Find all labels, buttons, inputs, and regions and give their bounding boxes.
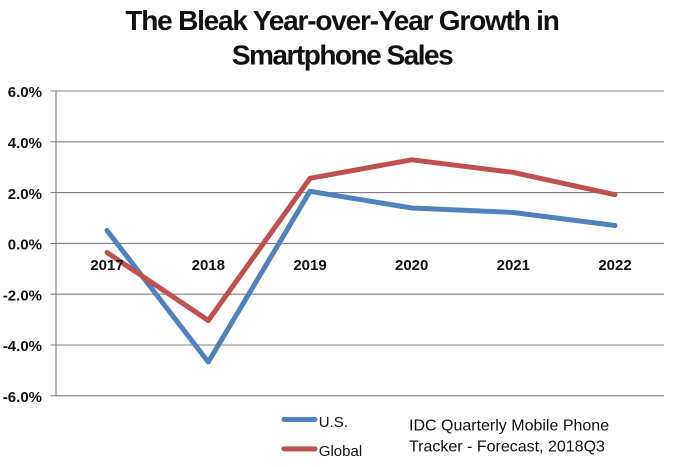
svg-text:-2.0%: -2.0% [3,287,42,304]
svg-text:0.0%: 0.0% [8,237,42,254]
svg-text:2020: 2020 [395,257,428,274]
svg-text:2018: 2018 [192,257,225,274]
svg-text:-6.0%: -6.0% [3,389,42,406]
svg-text:IDC Quarterly Mobile Phone: IDC Quarterly Mobile Phone [409,418,609,435]
svg-text:4.0%: 4.0% [8,135,42,152]
svg-text:2.0%: 2.0% [8,186,42,203]
svg-text:2019: 2019 [293,257,326,274]
svg-text:2021: 2021 [497,257,530,274]
svg-text:Smartphone Sales: Smartphone Sales [232,40,453,71]
svg-text:U.S.: U.S. [319,414,348,431]
svg-text:2017: 2017 [90,257,123,274]
svg-text:-4.0%: -4.0% [3,338,42,355]
svg-text:6.0%: 6.0% [8,84,42,101]
svg-text:2022: 2022 [598,257,631,274]
svg-text:The Bleak Year-over-Year Growt: The Bleak Year-over-Year Growth in [125,5,558,36]
svg-text:Global: Global [319,443,362,460]
svg-text:Tracker - Forecast, 2018Q3: Tracker - Forecast, 2018Q3 [409,439,605,456]
